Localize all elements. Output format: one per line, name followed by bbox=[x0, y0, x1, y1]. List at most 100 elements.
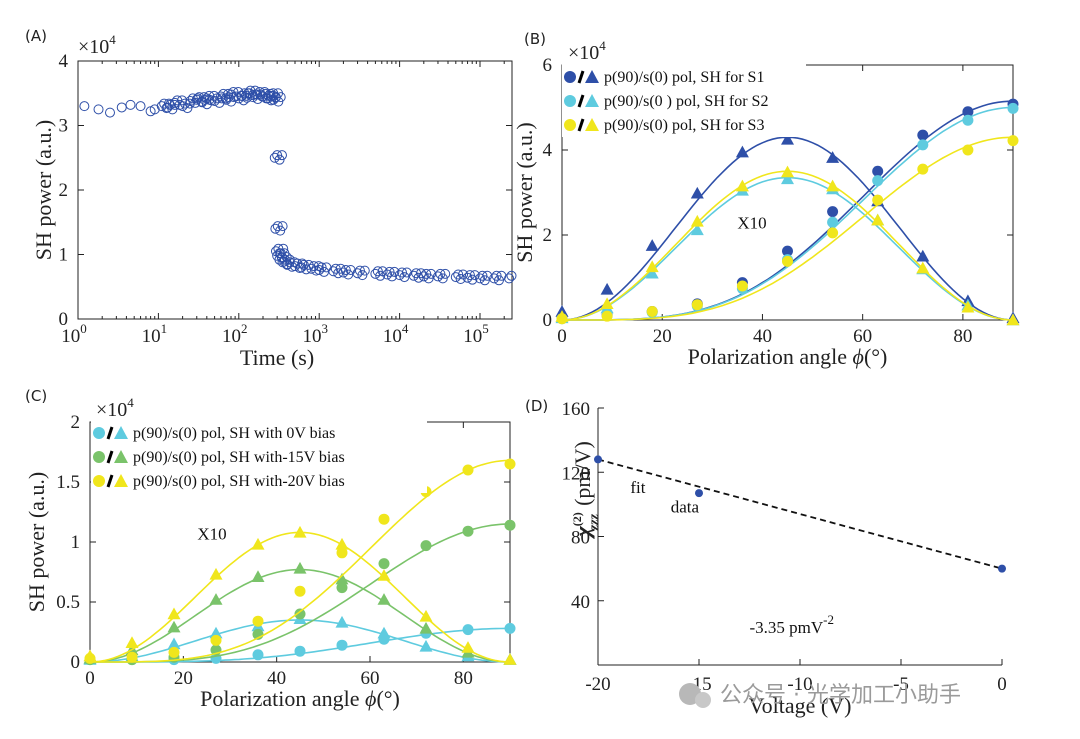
legend-slash bbox=[106, 426, 114, 440]
data-point bbox=[419, 639, 433, 652]
watermark: 公众号 · 光学加工小助手 bbox=[679, 683, 961, 708]
data-point bbox=[782, 255, 793, 267]
y-tick-label: 40 bbox=[571, 592, 590, 613]
y-axis-title-sup: (2) bbox=[570, 512, 584, 526]
y-axis-title: SH power (a.u.) bbox=[512, 122, 537, 263]
legend-slash bbox=[577, 94, 585, 108]
data-point bbox=[691, 299, 703, 311]
data-point bbox=[251, 537, 265, 550]
panel-label-d: (D) bbox=[525, 397, 548, 415]
data-point bbox=[496, 270, 507, 281]
data-point bbox=[645, 239, 659, 251]
x-tick-label: 40 bbox=[753, 326, 772, 347]
y-tick-label: 6 bbox=[543, 55, 553, 76]
y-tick-label: 0.5 bbox=[56, 592, 80, 613]
panel-label-a: (A) bbox=[25, 27, 47, 45]
annotation-label: X10 bbox=[197, 525, 226, 544]
legend-triangle-marker bbox=[114, 426, 128, 439]
data-point bbox=[782, 245, 793, 257]
slope-label-exp: -2 bbox=[823, 612, 834, 627]
x-tick-label: 40 bbox=[267, 668, 286, 689]
data-point bbox=[871, 213, 885, 226]
panel-c: (C) 0 20 40 60 80 0 0.5 1 1.5 2 ×104 Polarization an… bbox=[24, 387, 517, 711]
y-axis-title-main: χ bbox=[570, 526, 595, 540]
data-point bbox=[555, 310, 569, 322]
axis-multiplier-base: ×10 bbox=[78, 36, 109, 58]
data-point bbox=[377, 569, 391, 581]
data-point bbox=[377, 626, 391, 639]
legend-label: p(90)/s(0) pol, SH for S1 bbox=[604, 69, 764, 86]
panel-label-c: (C) bbox=[25, 387, 47, 405]
x-tick-label: 60 bbox=[853, 326, 872, 347]
data-point bbox=[1006, 313, 1020, 326]
data-point bbox=[294, 645, 306, 657]
data-point bbox=[167, 620, 181, 633]
x-tick-label-exp: 2 bbox=[241, 321, 248, 336]
x-tick-label-base: 10 bbox=[302, 326, 321, 347]
y-tick-label: 1.5 bbox=[56, 472, 80, 493]
x-axis-title: Polarization angle ϕ(°) bbox=[688, 344, 888, 369]
data-point bbox=[274, 254, 285, 265]
x-tick-label-base: 10 bbox=[142, 326, 161, 347]
data-point bbox=[998, 564, 1006, 573]
data-point bbox=[277, 221, 288, 232]
data-point bbox=[135, 101, 146, 112]
data-point bbox=[419, 621, 433, 634]
data-point bbox=[168, 646, 180, 658]
axis-multiplier: ×104 bbox=[96, 395, 134, 421]
data-point bbox=[336, 639, 348, 651]
legend-box bbox=[91, 419, 427, 493]
data-point bbox=[645, 266, 659, 279]
data-point bbox=[504, 519, 516, 531]
data-point bbox=[601, 310, 613, 322]
data-point bbox=[275, 92, 286, 103]
data-point bbox=[690, 214, 704, 227]
axis-multiplier-base: ×10 bbox=[96, 399, 127, 421]
legend-box bbox=[562, 63, 806, 137]
data-point bbox=[335, 615, 349, 628]
x-tick-label: -10 bbox=[787, 674, 812, 695]
axis-multiplier: ×104 bbox=[78, 32, 116, 58]
data-point bbox=[149, 104, 160, 115]
legend-circle-marker bbox=[564, 119, 576, 131]
data-point bbox=[506, 270, 517, 281]
data-point bbox=[872, 165, 884, 177]
data-point bbox=[419, 609, 433, 622]
y-tick-label: 4 bbox=[59, 51, 69, 72]
data-point bbox=[210, 634, 222, 646]
data-point bbox=[961, 300, 975, 313]
data-point bbox=[690, 186, 704, 199]
axis-multiplier: ×104 bbox=[568, 38, 606, 64]
wechat-icon-bubble bbox=[695, 692, 711, 708]
data-point bbox=[826, 151, 840, 163]
data-point bbox=[336, 547, 348, 559]
data-point bbox=[258, 91, 269, 102]
y-tick-label: 160 bbox=[562, 399, 591, 420]
x-axis-title-unit: (°) bbox=[376, 686, 399, 711]
x-tick-label: 60 bbox=[361, 668, 380, 689]
legend-circle-marker bbox=[564, 71, 576, 83]
data-point bbox=[735, 145, 749, 158]
legend-label: p(90)/s(0) pol, SH for S3 bbox=[604, 117, 764, 134]
x-tick-label: 105 bbox=[463, 321, 489, 347]
data-point bbox=[314, 264, 325, 275]
series-s3-triangle bbox=[555, 165, 1020, 326]
data-point bbox=[781, 172, 794, 185]
data-point bbox=[504, 273, 515, 284]
data-point bbox=[916, 261, 930, 274]
data-point bbox=[600, 282, 614, 295]
legend: p(90)/s(0) pol, SH with 0V bias p(90)/s(0… bbox=[91, 419, 427, 493]
data-point bbox=[872, 194, 884, 206]
data-point bbox=[328, 266, 339, 277]
data-point bbox=[394, 270, 405, 281]
data-point bbox=[167, 607, 181, 620]
data-point bbox=[735, 179, 749, 192]
data-point bbox=[827, 216, 839, 228]
x-tick-label: 0 bbox=[85, 668, 95, 689]
data-point bbox=[378, 513, 390, 525]
data-point bbox=[125, 636, 139, 648]
data-point bbox=[916, 249, 930, 262]
data-point bbox=[226, 89, 237, 100]
data-point bbox=[237, 90, 248, 101]
